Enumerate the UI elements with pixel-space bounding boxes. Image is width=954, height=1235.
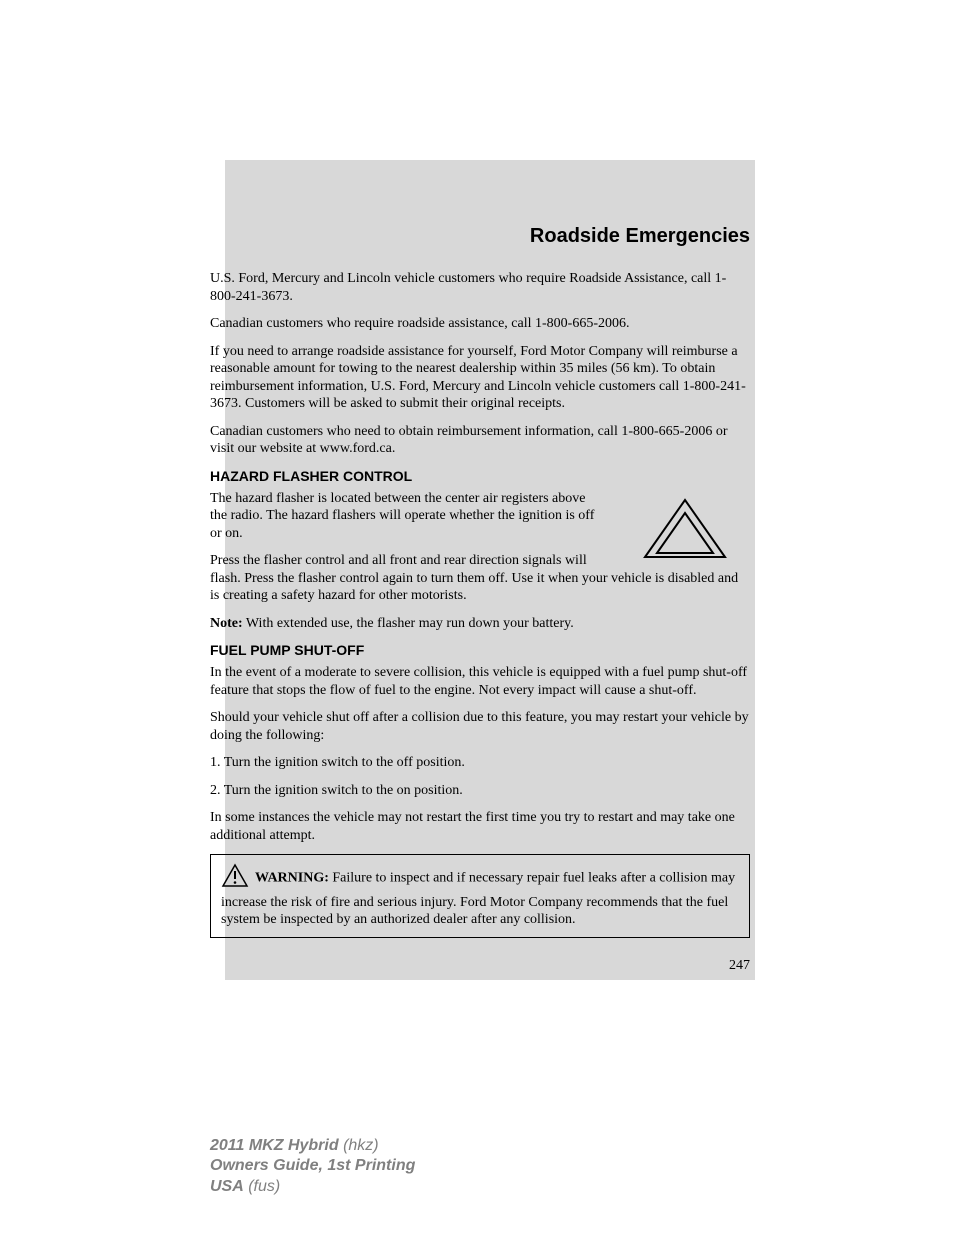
paragraph-reimbursement-canada: Canadian customers who need to obtain re… [210,423,750,458]
page-number: 247 [210,958,750,974]
paragraph-fuelpump-retry: In some instances the vehicle may not re… [210,809,750,844]
heading-fuel-pump: FUEL PUMP SHUT-OFF [210,642,750,658]
page-content: Roadside Emergencies U.S. Ford, Mercury … [210,225,750,974]
hazard-text-column: The hazard flasher is located between th… [210,490,600,580]
footer-line-1: 2011 MKZ Hybrid (hkz) [210,1136,415,1157]
step-ignition-on: 2. Turn the ignition switch to the on po… [210,782,750,800]
step-ignition-off: 1. Turn the ignition switch to the off p… [210,754,750,772]
paragraph-fuelpump-intro: In the event of a moderate to severe col… [210,664,750,699]
paragraph-hazard-location: The hazard flasher is located between th… [210,490,600,543]
footer-code-2: (fus) [244,1178,280,1195]
heading-hazard-flasher: HAZARD FLASHER CONTROL [210,468,750,484]
paragraph-hazard-two-lines: Press the flasher control and all front … [210,552,600,570]
paragraph-roadside-canada: Canadian customers who require roadside … [210,315,750,333]
warning-box: WARNING: Failure to inspect and if neces… [210,854,750,938]
footer: 2011 MKZ Hybrid (hkz) Owners Guide, 1st … [210,1136,415,1198]
footer-code-1: (hkz) [339,1137,379,1154]
paragraph-reimbursement-us: If you need to arrange roadside assistan… [210,343,750,413]
paragraph-fuelpump-restart: Should your vehicle shut off after a col… [210,709,750,744]
warning-triangle-icon [221,863,249,894]
footer-line-3: USA (fus) [210,1177,415,1198]
paragraph-roadside-us: U.S. Ford, Mercury and Lincoln vehicle c… [210,270,750,305]
footer-line-2: Owners Guide, 1st Printing [210,1156,415,1177]
hazard-flasher-section: The hazard flasher is located between th… [210,490,750,580]
section-title: Roadside Emergencies [210,225,750,248]
warning-label: WARNING: [255,870,329,885]
paragraph-hazard-flash-continued: flash. Press the flasher control again t… [210,570,750,605]
hazard-triangle-icon [620,490,750,565]
warning-content: WARNING: Failure to inspect and if neces… [221,863,739,929]
footer-model: 2011 MKZ Hybrid [210,1137,339,1154]
footer-region: USA [210,1178,244,1195]
note-label: Note: [210,616,243,631]
paragraph-hazard-note: Note: With extended use, the flasher may… [210,615,750,633]
note-text: With extended use, the flasher may run d… [243,616,574,631]
